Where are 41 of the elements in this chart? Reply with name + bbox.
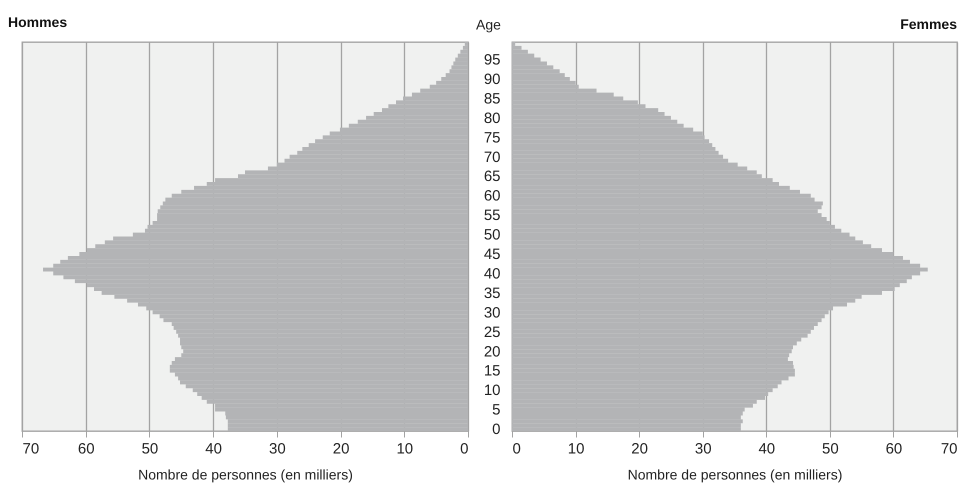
y-tick-label: 60 xyxy=(484,188,500,205)
x-axis-title: Nombre de personnes (en milliers) xyxy=(628,466,842,482)
x-tick-label: 60 xyxy=(78,440,95,458)
y-tick-label: 10 xyxy=(484,382,500,400)
y-tick-label: 15 xyxy=(484,362,500,380)
y-tick-label: 55 xyxy=(484,207,500,224)
x-tick-label: 50 xyxy=(142,440,158,458)
x-tick-label: 30 xyxy=(269,440,286,458)
y-tick-label: 0 xyxy=(492,421,500,438)
y-tick-label: 50 xyxy=(484,226,500,244)
x-tick-label: 10 xyxy=(568,440,584,458)
x-tick-label: 60 xyxy=(886,440,902,458)
x-tick-label: 10 xyxy=(396,440,414,458)
y-tick-label: 85 xyxy=(484,90,500,108)
y-tick-label: 20 xyxy=(484,343,500,360)
y-tick-label: 5 xyxy=(492,402,500,419)
y-axis-title: Age xyxy=(476,16,502,32)
y-tick-label: 65 xyxy=(484,168,500,186)
y-tick-label: 35 xyxy=(484,284,500,302)
y-tick-label: 45 xyxy=(484,246,500,264)
y-tick-label: 95 xyxy=(484,52,500,69)
x-tick-label: 0 xyxy=(460,440,468,458)
y-tick-label: 25 xyxy=(484,324,500,341)
y-tick-label: 30 xyxy=(484,304,500,322)
x-tick-label: 20 xyxy=(631,440,648,458)
y-tick-label: 90 xyxy=(484,70,500,88)
chart-title: Hommes xyxy=(8,14,68,30)
x-tick-label: 70 xyxy=(22,440,40,458)
y-tick-label: 40 xyxy=(484,265,500,282)
y-tick-label: 70 xyxy=(484,148,500,166)
x-tick-label: 20 xyxy=(332,440,350,458)
x-axis-title: Nombre de personnes (en milliers) xyxy=(138,466,353,482)
x-tick-label: 0 xyxy=(512,440,521,458)
x-tick-label: 40 xyxy=(205,440,222,458)
x-tick-label: 30 xyxy=(694,440,712,458)
x-tick-label: 70 xyxy=(940,440,958,458)
chart-title: Femmes xyxy=(900,16,958,32)
x-tick-label: 50 xyxy=(822,440,839,458)
y-tick-label: 75 xyxy=(484,129,500,146)
y-tick-label: 80 xyxy=(484,110,500,127)
x-tick-label: 40 xyxy=(758,440,776,458)
